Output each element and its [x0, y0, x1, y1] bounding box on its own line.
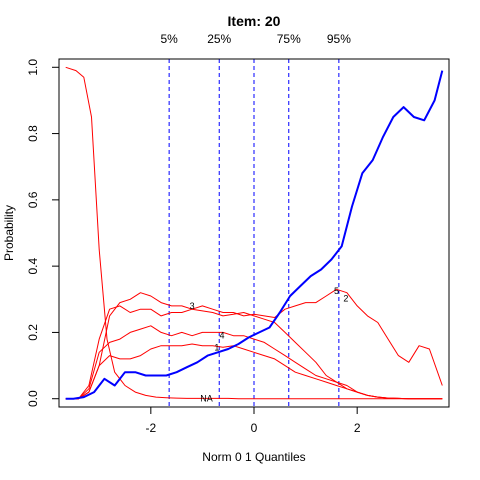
quantile-label: 75% — [277, 32, 301, 46]
series-line-option — [65, 66, 443, 400]
series-line-expected — [65, 70, 444, 400]
y-tick-label: 0.6 — [26, 191, 40, 208]
curve-label: 4 — [220, 331, 225, 341]
curve-label: 2 — [343, 293, 348, 303]
quantile-label: 5% — [160, 32, 178, 46]
curve-label: 5 — [334, 286, 339, 296]
y-tick-label: 0.2 — [26, 324, 40, 341]
x-tick-label: -2 — [145, 421, 156, 435]
curve-label: NA — [200, 394, 213, 404]
y-tick-label: 0.4 — [26, 257, 40, 274]
curve-label: 3 — [190, 301, 195, 311]
quantile-label: 95% — [327, 32, 351, 46]
series-line-option — [65, 343, 443, 400]
y-tick-label: 0.0 — [26, 390, 40, 407]
chart-title: Item: 20 — [228, 13, 281, 29]
x-tick-label: 0 — [251, 421, 258, 435]
y-axis-label: Probability — [2, 205, 16, 261]
series-line-option — [65, 288, 443, 400]
quantile-label: 25% — [207, 32, 231, 46]
x-axis-label: Norm 0 1 Quantiles — [202, 450, 305, 464]
y-tick-label: 1.0 — [26, 59, 40, 76]
y-tick-label: 0.8 — [26, 125, 40, 142]
plot-area: 3 41 52 NA — [65, 59, 444, 407]
curve-label: 1 — [214, 342, 219, 352]
x-tick-label: 2 — [354, 421, 361, 435]
